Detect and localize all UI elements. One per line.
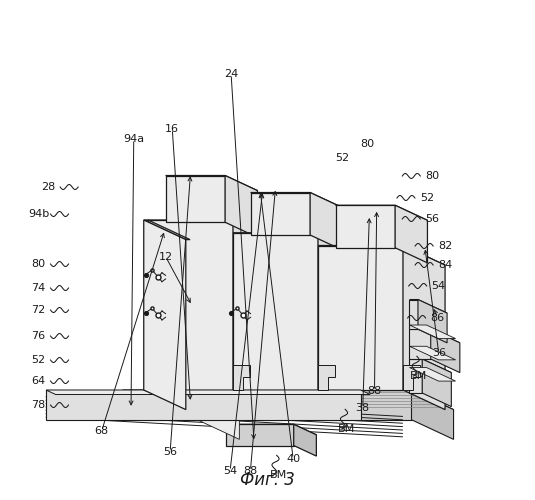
Polygon shape xyxy=(184,220,197,420)
Polygon shape xyxy=(233,233,318,390)
Text: 52: 52 xyxy=(32,355,45,365)
Text: 56: 56 xyxy=(425,214,439,224)
Polygon shape xyxy=(166,176,225,222)
Text: 52: 52 xyxy=(420,193,434,203)
Text: 80: 80 xyxy=(425,171,439,181)
Text: 64: 64 xyxy=(32,376,45,386)
Text: 94b: 94b xyxy=(28,209,49,219)
Polygon shape xyxy=(123,390,454,409)
Text: ВМ: ВМ xyxy=(270,470,287,480)
Polygon shape xyxy=(318,246,445,265)
Polygon shape xyxy=(226,424,316,435)
Polygon shape xyxy=(144,220,186,410)
Text: 52: 52 xyxy=(335,153,349,163)
Polygon shape xyxy=(250,192,310,235)
Polygon shape xyxy=(226,424,294,446)
Polygon shape xyxy=(250,192,342,208)
Polygon shape xyxy=(409,300,447,313)
Polygon shape xyxy=(310,192,342,250)
Text: 40: 40 xyxy=(286,454,300,464)
Text: 82: 82 xyxy=(438,241,452,251)
Text: 38: 38 xyxy=(356,403,370,413)
Polygon shape xyxy=(148,220,275,240)
Polygon shape xyxy=(233,364,250,390)
Text: 54: 54 xyxy=(432,281,446,291)
Polygon shape xyxy=(409,325,456,338)
Text: 76: 76 xyxy=(32,331,45,341)
Polygon shape xyxy=(144,220,190,240)
Text: 94a: 94a xyxy=(123,134,144,144)
Text: 80: 80 xyxy=(360,139,374,149)
Polygon shape xyxy=(431,330,460,372)
Polygon shape xyxy=(409,368,456,381)
Text: 54: 54 xyxy=(223,466,237,476)
Text: 74: 74 xyxy=(32,283,45,293)
Text: 68: 68 xyxy=(95,426,109,436)
Text: 16: 16 xyxy=(165,124,179,134)
Text: 84: 84 xyxy=(438,260,452,270)
Text: 88: 88 xyxy=(243,466,257,476)
Text: Фиг. 3: Фиг. 3 xyxy=(240,471,295,489)
Polygon shape xyxy=(409,330,431,359)
Polygon shape xyxy=(403,246,445,410)
Polygon shape xyxy=(409,330,460,343)
Polygon shape xyxy=(411,390,454,440)
Polygon shape xyxy=(294,424,316,456)
Polygon shape xyxy=(318,246,403,390)
Text: 24: 24 xyxy=(224,69,238,79)
Text: 86: 86 xyxy=(431,313,445,323)
Polygon shape xyxy=(409,300,418,330)
Polygon shape xyxy=(148,220,233,390)
Polygon shape xyxy=(318,364,335,390)
Polygon shape xyxy=(409,346,456,360)
Text: 56: 56 xyxy=(163,447,177,457)
Text: 88: 88 xyxy=(368,386,381,396)
Text: 12: 12 xyxy=(159,252,173,262)
Polygon shape xyxy=(318,233,360,410)
Polygon shape xyxy=(46,390,361,420)
Polygon shape xyxy=(197,220,239,440)
Polygon shape xyxy=(184,220,239,240)
Text: ВМ: ВМ xyxy=(338,424,355,434)
Polygon shape xyxy=(335,206,427,220)
Polygon shape xyxy=(233,233,360,252)
Polygon shape xyxy=(409,359,422,393)
Text: 72: 72 xyxy=(32,305,45,315)
Polygon shape xyxy=(403,364,420,390)
Text: 28: 28 xyxy=(41,182,55,192)
Polygon shape xyxy=(409,359,452,372)
Text: ВМ: ВМ xyxy=(410,371,427,381)
Polygon shape xyxy=(46,390,370,394)
Polygon shape xyxy=(422,359,452,406)
Polygon shape xyxy=(418,300,447,343)
Text: 78: 78 xyxy=(32,400,45,410)
Polygon shape xyxy=(395,206,427,263)
Polygon shape xyxy=(233,220,275,410)
Polygon shape xyxy=(144,220,148,390)
Text: 80: 80 xyxy=(32,259,45,269)
Polygon shape xyxy=(335,206,395,248)
Polygon shape xyxy=(166,176,257,190)
Polygon shape xyxy=(123,390,411,420)
Text: 36: 36 xyxy=(432,348,446,358)
Polygon shape xyxy=(225,176,257,238)
